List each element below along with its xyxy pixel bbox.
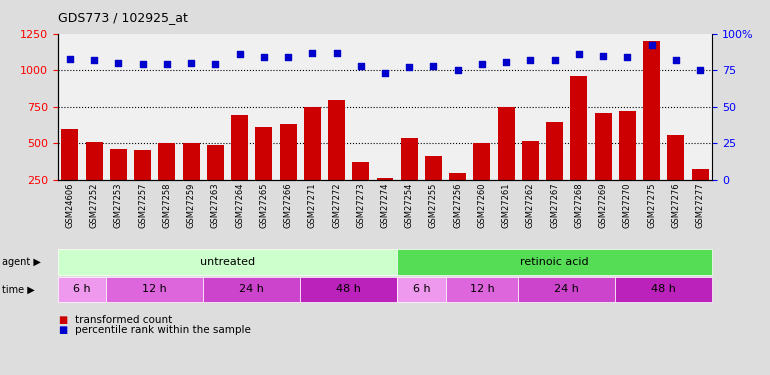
Point <box>64 56 76 62</box>
Point <box>621 54 634 60</box>
Text: 6 h: 6 h <box>413 285 430 294</box>
Point <box>209 62 222 68</box>
Point <box>694 68 706 74</box>
Text: 12 h: 12 h <box>470 285 494 294</box>
Bar <box>643 41 660 180</box>
Point <box>282 54 294 60</box>
Text: ■: ■ <box>58 315 67 325</box>
Bar <box>182 144 199 180</box>
Bar <box>62 129 79 180</box>
Bar <box>328 100 345 180</box>
Bar <box>400 138 417 180</box>
Point <box>88 57 100 63</box>
Point <box>161 62 173 68</box>
Point <box>379 70 391 76</box>
Point <box>136 62 149 68</box>
Bar <box>449 173 466 180</box>
Point <box>670 57 682 63</box>
Text: 48 h: 48 h <box>336 285 361 294</box>
Point <box>476 62 488 68</box>
Bar <box>304 107 321 180</box>
Point <box>112 60 125 66</box>
Bar <box>159 143 176 180</box>
Point <box>524 57 537 63</box>
Point <box>403 64 415 70</box>
Bar <box>231 115 248 180</box>
Text: 24 h: 24 h <box>554 285 579 294</box>
Bar <box>619 111 636 180</box>
Bar <box>280 124 296 180</box>
Text: transformed count: transformed count <box>75 315 172 325</box>
Bar <box>668 135 685 180</box>
Point <box>306 50 319 56</box>
Bar <box>594 113 611 180</box>
Text: 12 h: 12 h <box>142 285 167 294</box>
Bar <box>546 122 563 180</box>
Point <box>597 53 609 59</box>
Text: 6 h: 6 h <box>73 285 91 294</box>
Bar <box>522 141 539 180</box>
Text: agent ▶: agent ▶ <box>2 257 40 267</box>
Point <box>355 63 367 69</box>
Point <box>573 51 585 57</box>
Point <box>548 57 561 63</box>
Bar <box>377 178 393 180</box>
Bar <box>256 127 273 180</box>
Point <box>427 63 440 69</box>
Point <box>500 58 512 64</box>
Point <box>451 68 464 74</box>
Text: time ▶: time ▶ <box>2 285 35 294</box>
Text: ■: ■ <box>58 325 67 334</box>
Text: untreated: untreated <box>200 257 255 267</box>
Bar <box>425 156 442 180</box>
Bar <box>110 149 127 180</box>
Bar <box>691 169 708 180</box>
Bar <box>85 142 102 180</box>
Text: retinoic acid: retinoic acid <box>521 257 589 267</box>
Bar <box>571 76 588 180</box>
Point <box>330 50 343 56</box>
Bar <box>497 107 514 180</box>
Point <box>258 54 270 60</box>
Point <box>233 51 246 57</box>
Text: 24 h: 24 h <box>239 285 264 294</box>
Bar <box>207 145 224 180</box>
Bar <box>134 150 151 180</box>
Bar <box>353 162 370 180</box>
Point <box>645 42 658 48</box>
Text: percentile rank within the sample: percentile rank within the sample <box>75 325 250 334</box>
Point <box>185 60 197 66</box>
Text: 48 h: 48 h <box>651 285 676 294</box>
Bar <box>474 144 490 180</box>
Text: GDS773 / 102925_at: GDS773 / 102925_at <box>58 11 188 24</box>
